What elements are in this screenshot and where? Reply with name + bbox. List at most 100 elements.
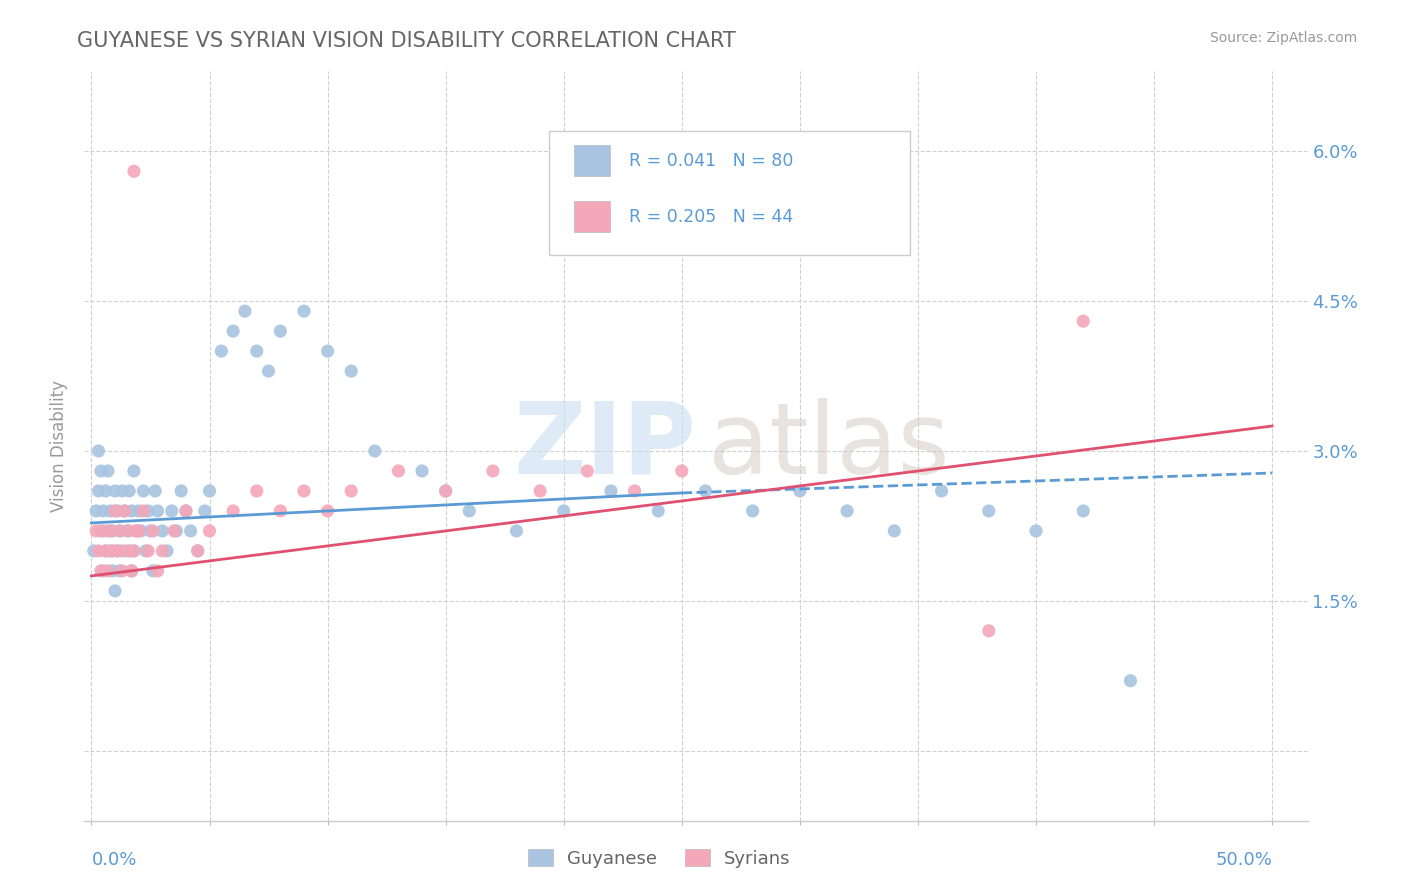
Point bbox=[90, 464, 112, 478]
Point bbox=[122, 164, 145, 178]
Point bbox=[156, 544, 179, 558]
Point bbox=[170, 483, 193, 498]
Point bbox=[142, 524, 165, 538]
Point bbox=[97, 564, 120, 578]
Point bbox=[222, 504, 245, 518]
Point bbox=[553, 504, 575, 518]
Point bbox=[222, 324, 245, 338]
Point bbox=[316, 344, 339, 359]
Point bbox=[789, 483, 811, 498]
Text: Source: ZipAtlas.com: Source: ZipAtlas.com bbox=[1209, 31, 1357, 45]
Point bbox=[129, 524, 152, 538]
Point bbox=[458, 504, 481, 518]
Point bbox=[434, 483, 457, 498]
Legend: Guyanese, Syrians: Guyanese, Syrians bbox=[527, 849, 790, 868]
Text: GUYANESE VS SYRIAN VISION DISABILITY CORRELATION CHART: GUYANESE VS SYRIAN VISION DISABILITY COR… bbox=[77, 31, 737, 51]
Point bbox=[90, 564, 112, 578]
Point bbox=[1071, 504, 1094, 518]
Point bbox=[233, 304, 256, 318]
Point bbox=[576, 464, 599, 478]
Point bbox=[292, 483, 315, 498]
Point bbox=[118, 483, 141, 498]
Point bbox=[146, 504, 169, 518]
Point bbox=[121, 564, 143, 578]
Point bbox=[180, 524, 202, 538]
Point bbox=[695, 483, 717, 498]
Point bbox=[883, 524, 905, 538]
Point bbox=[340, 483, 363, 498]
Point bbox=[87, 444, 110, 458]
Point bbox=[121, 564, 143, 578]
Text: R = 0.041   N = 80: R = 0.041 N = 80 bbox=[628, 152, 793, 169]
Text: atlas: atlas bbox=[709, 398, 950, 494]
Point bbox=[98, 544, 121, 558]
Text: 0.0%: 0.0% bbox=[91, 851, 136, 869]
Point bbox=[174, 504, 197, 518]
Point bbox=[98, 504, 121, 518]
Point bbox=[115, 524, 138, 538]
Point bbox=[128, 524, 150, 538]
Point bbox=[90, 524, 112, 538]
Point bbox=[97, 464, 120, 478]
Point bbox=[150, 524, 173, 538]
Point bbox=[505, 524, 527, 538]
Point bbox=[835, 504, 858, 518]
Point bbox=[146, 564, 169, 578]
Point bbox=[292, 304, 315, 318]
Point bbox=[128, 504, 150, 518]
Point bbox=[121, 504, 143, 518]
Point bbox=[84, 504, 107, 518]
Point bbox=[122, 544, 145, 558]
FancyBboxPatch shape bbox=[574, 145, 610, 177]
Point bbox=[101, 524, 124, 538]
Point bbox=[269, 324, 291, 338]
Point bbox=[87, 483, 110, 498]
Point bbox=[931, 483, 953, 498]
Point bbox=[83, 544, 105, 558]
Point bbox=[122, 544, 145, 558]
Point bbox=[623, 483, 645, 498]
Point bbox=[150, 544, 173, 558]
Point bbox=[246, 344, 269, 359]
Point bbox=[194, 504, 217, 518]
Point bbox=[529, 483, 551, 498]
Point bbox=[482, 464, 505, 478]
Point bbox=[108, 564, 131, 578]
Point bbox=[198, 524, 221, 538]
Point bbox=[104, 504, 127, 518]
Point bbox=[115, 544, 138, 558]
Point bbox=[647, 504, 669, 518]
Point bbox=[387, 464, 409, 478]
Text: R = 0.205   N = 44: R = 0.205 N = 44 bbox=[628, 208, 793, 226]
FancyBboxPatch shape bbox=[550, 131, 910, 255]
Point bbox=[111, 483, 134, 498]
Point bbox=[91, 504, 114, 518]
Point bbox=[98, 524, 121, 538]
Y-axis label: Vision Disability: Vision Disability bbox=[51, 380, 69, 512]
Point bbox=[160, 504, 183, 518]
Point bbox=[166, 524, 188, 538]
Point bbox=[94, 544, 117, 558]
Point bbox=[87, 544, 110, 558]
Point bbox=[111, 564, 134, 578]
Point bbox=[364, 444, 387, 458]
Point bbox=[316, 504, 339, 518]
Point bbox=[198, 483, 221, 498]
Point bbox=[114, 504, 136, 518]
Point bbox=[187, 544, 209, 558]
Point bbox=[209, 344, 232, 359]
Point bbox=[187, 544, 209, 558]
Point bbox=[91, 564, 114, 578]
Point bbox=[104, 583, 127, 598]
Point bbox=[136, 544, 159, 558]
Point bbox=[434, 483, 457, 498]
Text: ZIP: ZIP bbox=[513, 398, 696, 494]
FancyBboxPatch shape bbox=[574, 201, 610, 233]
Point bbox=[977, 624, 1000, 638]
Point bbox=[94, 544, 117, 558]
Point bbox=[122, 464, 145, 478]
Point bbox=[108, 524, 131, 538]
Point bbox=[142, 564, 165, 578]
Point bbox=[132, 504, 155, 518]
Text: 50.0%: 50.0% bbox=[1215, 851, 1272, 869]
